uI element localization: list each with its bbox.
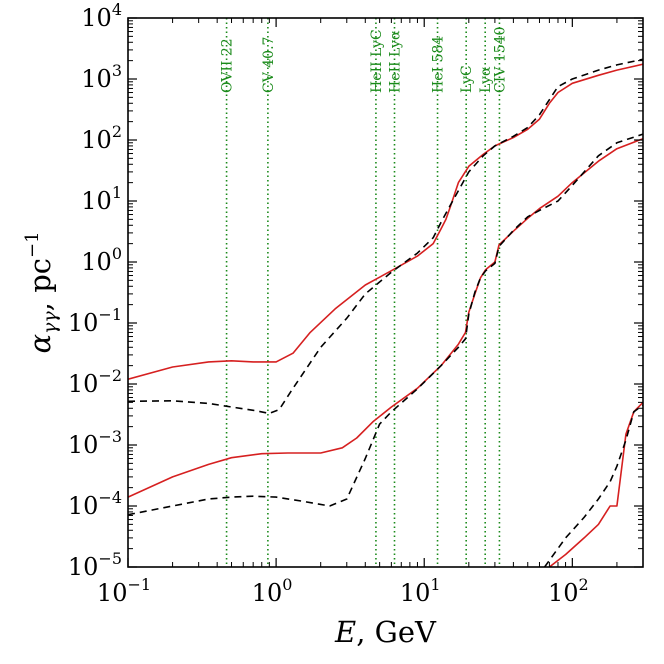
vline-label-4: HeI 584 [431,36,447,93]
series-upper-solid [128,63,643,380]
x-tick-label-exp-1: 0 [282,575,292,594]
y-axis-label: αγγ, pc−1 [22,231,61,353]
series-lower-solid [548,401,643,567]
x-axis-label: E, GeV [334,615,437,649]
y-tick-label-exp-9: 4 [112,0,122,19]
vline-label-5: LyC [459,65,475,93]
series-lower-dashed [543,404,643,567]
y-tick-label-4: 10−1 [68,305,122,337]
x-tick-label-0: 10−1 [97,575,151,607]
y-tick-label-exp-3: −2 [98,366,122,385]
y-tick-label-base-6: 10 [81,187,112,215]
y-tick-label-8: 103 [81,61,122,93]
vline-label-1: CV 40.7 [261,37,277,93]
x-tick-label-3: 102 [548,575,589,607]
y-axis-label-subscript: γγ [39,311,61,334]
y-tick-label-6: 101 [81,183,122,215]
y-tick-label-exp-2: −3 [98,427,122,446]
x-tick-label-exp-0: −1 [127,575,151,594]
vline-label-7: CIV 1540 [492,27,508,93]
y-tick-label-2: 10−3 [68,427,122,459]
y-tick-label-base-0: 10 [68,553,99,581]
plot-frame [127,17,644,568]
y-axis-label-superscript: −1 [22,231,43,258]
series-layer [128,58,643,567]
y-tick-label-3: 10−2 [68,366,122,398]
y-tick-label-base-9: 10 [81,4,112,32]
y-axis-label-unit: , pc [23,258,57,311]
y-tick-label-base-5: 10 [81,248,112,276]
x-tick-label-2: 101 [400,575,441,607]
y-tick-label-exp-8: 3 [112,61,122,80]
y-tick-label-1: 10−4 [68,488,122,520]
y-tick-label-7: 102 [81,122,122,154]
x-tick-label-base-1: 10 [252,579,283,607]
y-tick-label-exp-7: 2 [112,122,122,141]
y-axis-label-symbol: α [23,334,57,354]
y-tick-label-exp-5: 0 [112,244,122,263]
vline-label-2: HeII LyC [369,29,385,93]
vline-label-3: HeII Lyα [388,30,404,93]
y-tick-label-exp-0: −5 [98,549,122,568]
y-tick-label-base-3: 10 [68,370,99,398]
x-tick-label-exp-3: 2 [579,575,589,594]
x-axis-label-unit: , GeV [356,615,437,649]
x-tick-label-base-0: 10 [97,579,128,607]
vline-label-6: Lyα [478,66,494,93]
y-tick-label-exp-6: 1 [112,183,122,202]
x-tick-label-1: 100 [252,575,293,607]
y-tick-label-0: 10−5 [68,549,122,581]
x-tick-label-exp-2: 1 [430,575,440,594]
y-tick-label-base-2: 10 [68,431,99,459]
y-tick-label-base-4: 10 [68,309,99,337]
series-upper-dashed [128,58,643,415]
y-tick-label-exp-4: −1 [98,305,122,324]
y-tick-label-9: 104 [81,0,122,32]
y-tick-label-base-1: 10 [68,492,99,520]
x-axis-label-symbol: E [334,615,356,649]
vertical-lines-layer: OVII 22 CV 40.7 HeII LyC HeII Lyα HeI 584 LyC… [220,18,508,567]
y-tick-label-base-7: 10 [81,126,112,154]
vline-label-0: OVII 22 [220,38,236,93]
x-tick-label-base-2: 10 [400,579,431,607]
y-tick-label-5: 100 [81,244,122,276]
series-middle-dashed [128,133,643,516]
series-middle-solid [128,137,643,498]
y-tick-label-exp-1: −4 [98,488,122,507]
y-tick-label-base-8: 10 [81,65,112,93]
x-tick-label-base-3: 10 [548,579,579,607]
